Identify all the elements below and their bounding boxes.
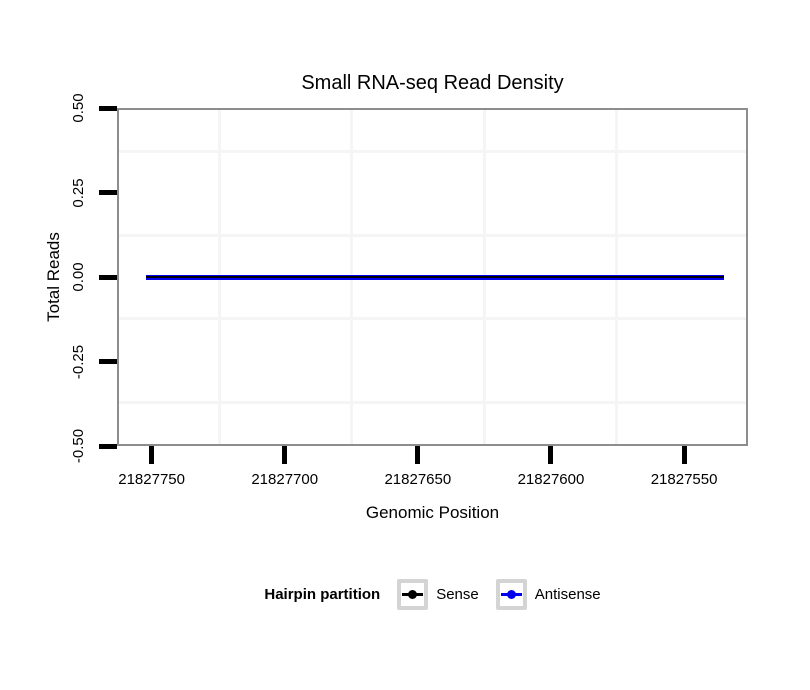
gridline-minor-horizontal bbox=[119, 150, 746, 154]
plot-title: Small RNA-seq Read Density bbox=[301, 72, 564, 94]
y-axis-tick bbox=[99, 105, 117, 111]
gridline-minor-horizontal bbox=[119, 233, 746, 237]
legend-key-sense bbox=[397, 578, 429, 610]
series-line-sense bbox=[146, 276, 725, 278]
legend-item-antisense: Antisense bbox=[495, 578, 601, 610]
x-tick-label: 21827650 bbox=[384, 471, 452, 488]
y-tick-label: -0.50 bbox=[70, 428, 87, 464]
x-axis-tick bbox=[282, 446, 288, 464]
x-axis-tick bbox=[149, 446, 155, 464]
legend-label-sense: Sense bbox=[436, 585, 479, 603]
legend-label-antisense: Antisense bbox=[534, 585, 601, 603]
series-line-antisense bbox=[146, 274, 725, 280]
y-axis-label: Total Reads bbox=[44, 232, 63, 322]
x-axis-label: Genomic Position bbox=[365, 503, 500, 522]
legend-item-sense: Sense bbox=[397, 578, 479, 610]
x-tick-label: 21827700 bbox=[251, 471, 319, 488]
antisense-point-icon bbox=[506, 589, 516, 599]
x-axis-tick bbox=[415, 446, 421, 464]
x-tick-label: 21827600 bbox=[517, 471, 585, 488]
y-axis-tick bbox=[99, 190, 117, 195]
sense-point-icon bbox=[408, 589, 418, 599]
y-axis-tick bbox=[99, 274, 117, 280]
legend-key-antisense bbox=[495, 578, 527, 610]
y-tick-label: 0.25 bbox=[70, 177, 87, 208]
gridline-minor-horizontal bbox=[119, 400, 746, 404]
x-tick-label: 21827750 bbox=[118, 471, 185, 488]
legend-title: Hairpin partition bbox=[264, 585, 381, 603]
y-tick-label: 0.00 bbox=[70, 262, 87, 292]
gridline-minor-horizontal bbox=[119, 317, 746, 321]
legend: Hairpin partition Sense Antisense bbox=[117, 576, 748, 612]
y-axis-tick bbox=[99, 359, 117, 364]
y-tick-label: 0.50 bbox=[70, 93, 87, 123]
x-axis-tick bbox=[548, 446, 554, 464]
y-tick-label: -0.25 bbox=[70, 344, 87, 379]
x-tick-label: 21827550 bbox=[650, 471, 718, 488]
y-axis-tick bbox=[99, 443, 117, 449]
x-axis-tick bbox=[681, 446, 687, 464]
